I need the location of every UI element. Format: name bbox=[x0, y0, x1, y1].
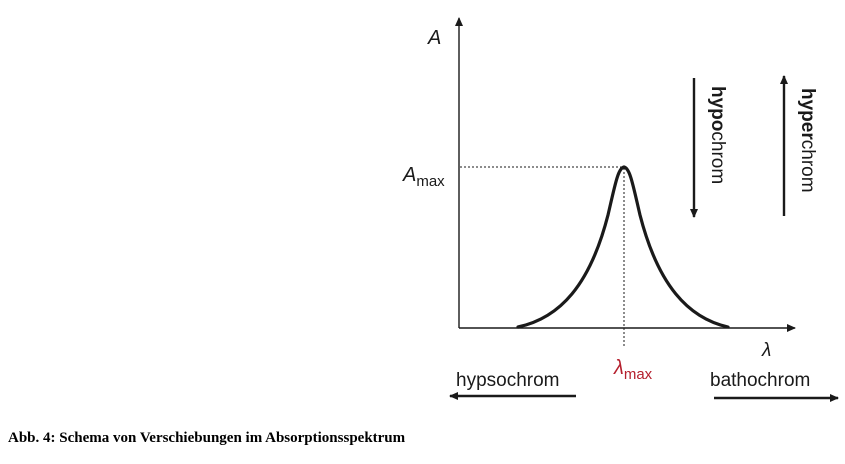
a-max-label: Amax bbox=[402, 164, 445, 190]
absorption-peak-curve bbox=[516, 165, 730, 329]
lambda-max-label: λmax bbox=[613, 357, 653, 383]
hypochrom-label: hypochrom bbox=[707, 86, 728, 184]
bathochrom-label: bathochrom bbox=[710, 370, 810, 391]
hyperchrom-label: hyperchrom bbox=[797, 88, 818, 193]
figure-caption: Abb. 4: Schema von Verschiebungen im Abs… bbox=[8, 430, 406, 446]
hypsochrom-label: hypsochrom bbox=[456, 370, 560, 391]
x-axis-label: λ bbox=[761, 340, 771, 361]
y-axis-label: A bbox=[427, 27, 441, 49]
